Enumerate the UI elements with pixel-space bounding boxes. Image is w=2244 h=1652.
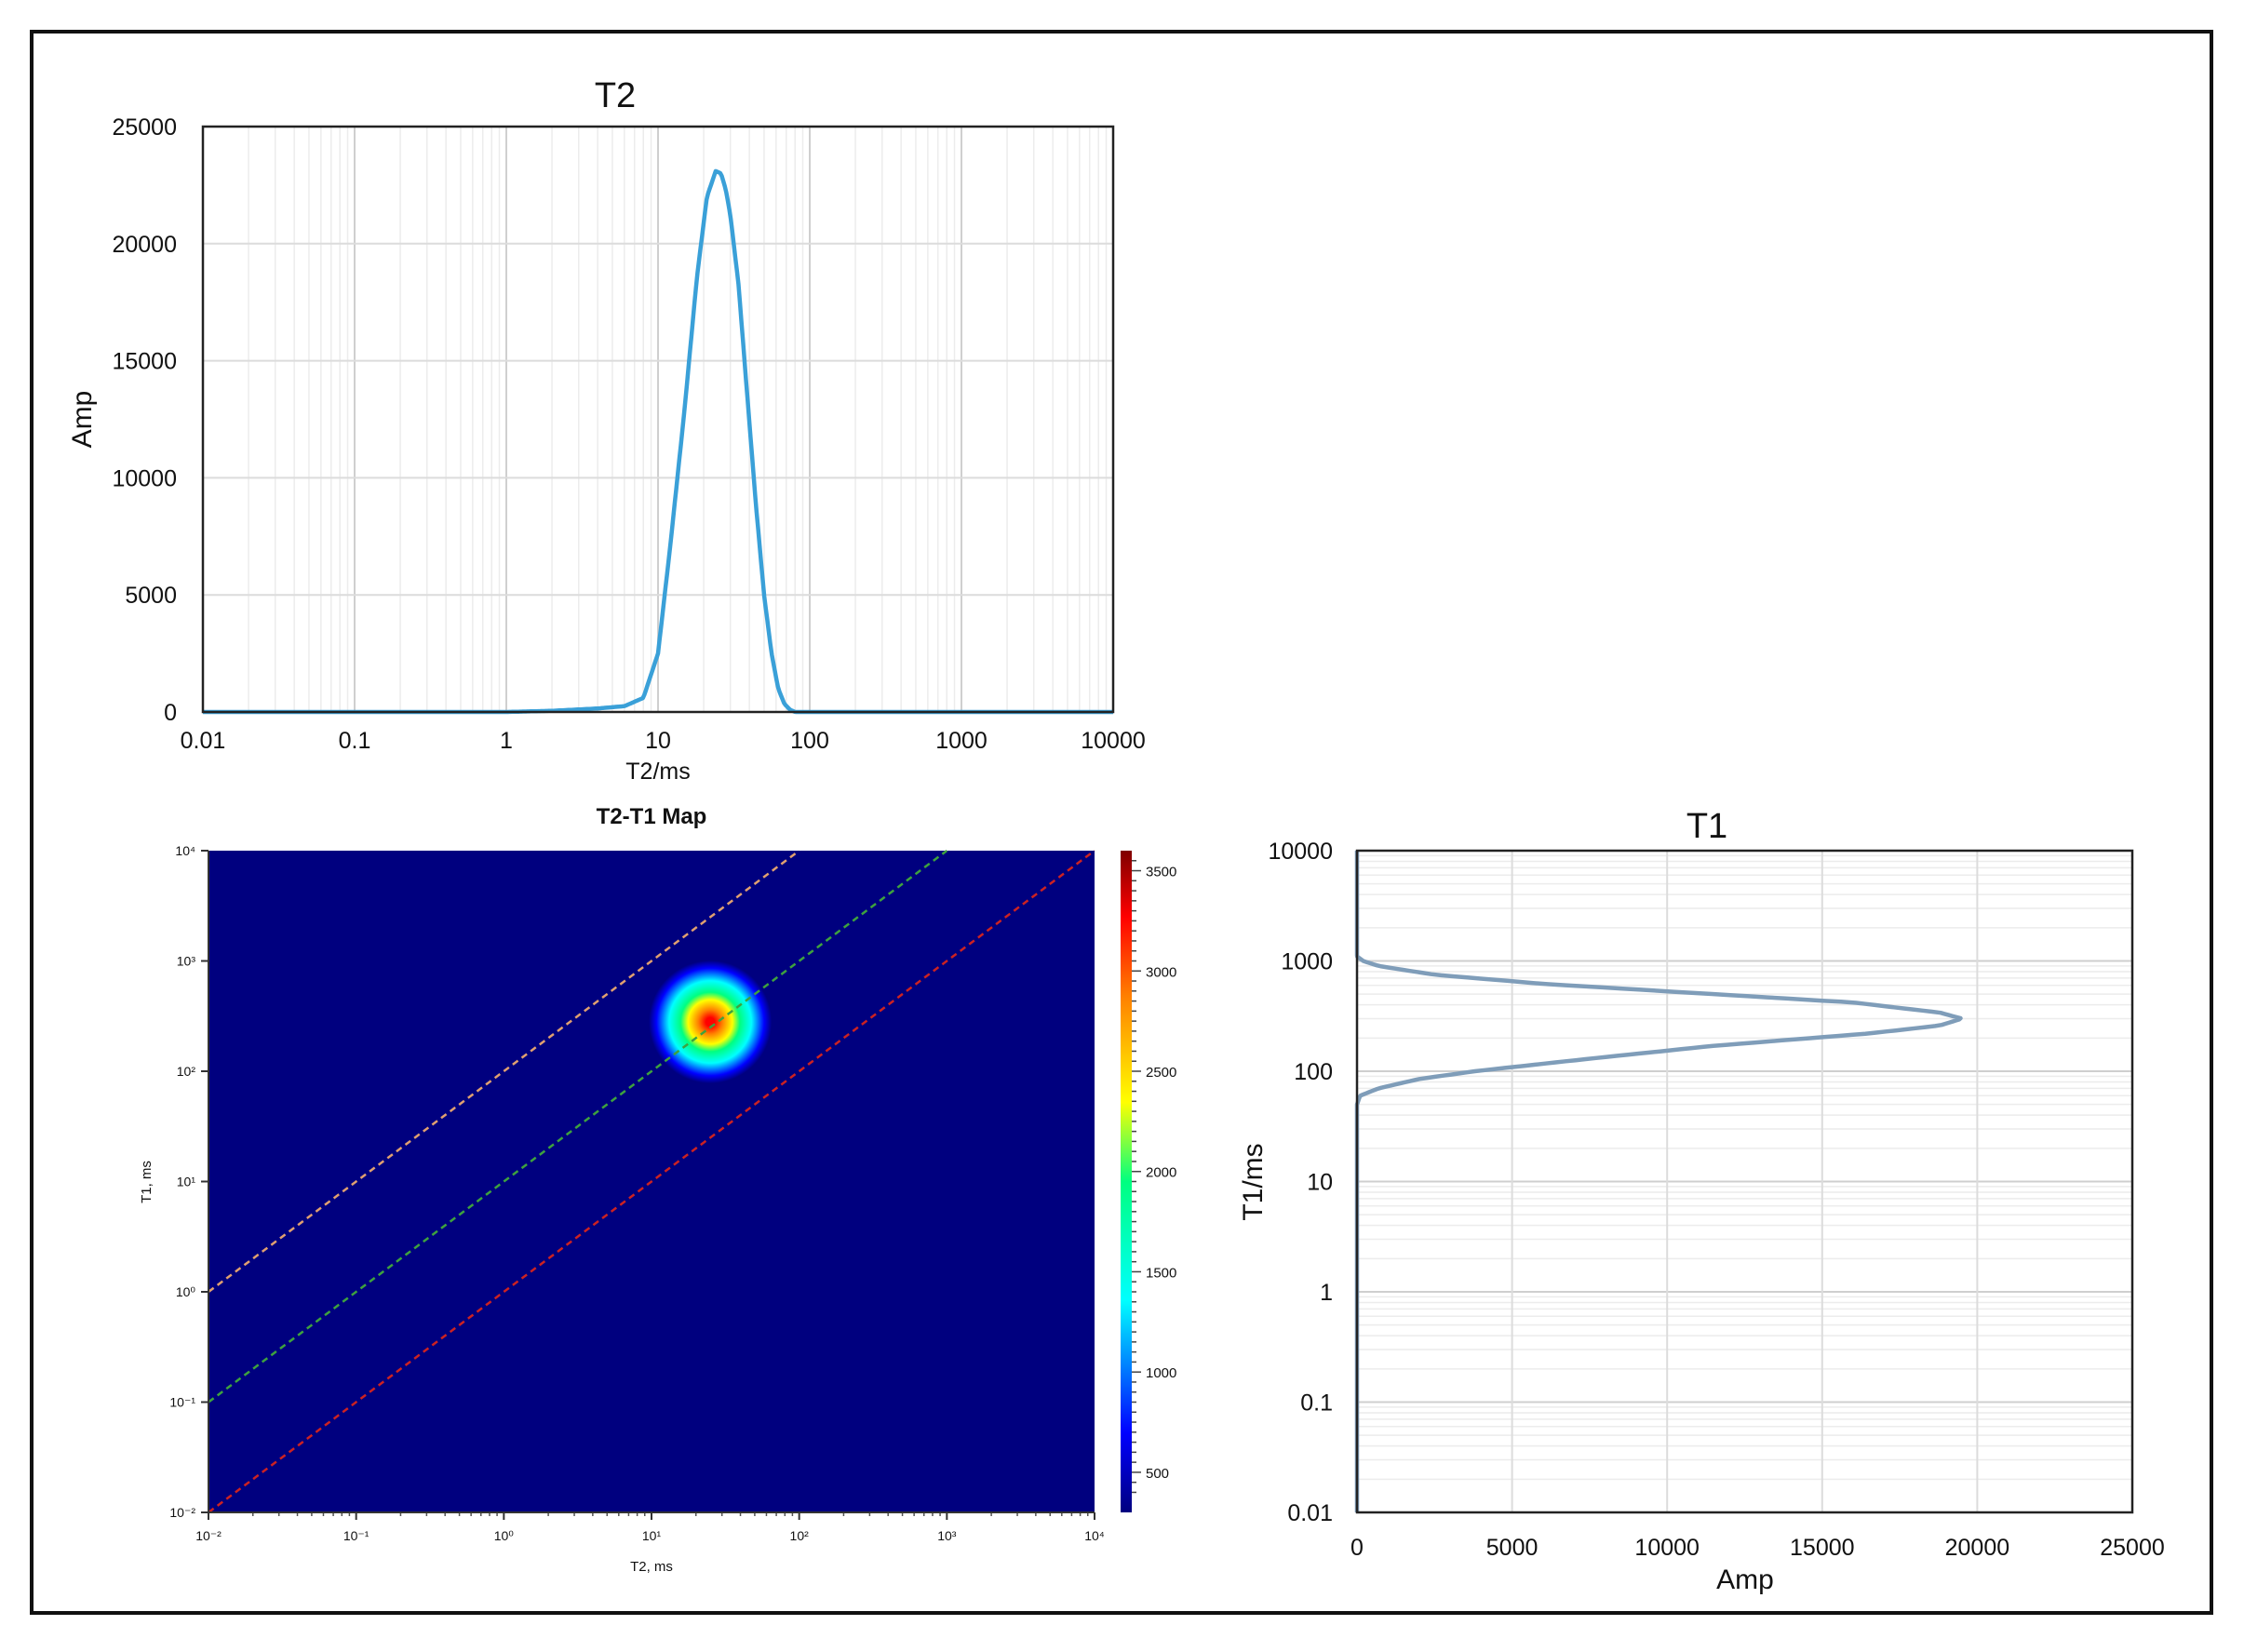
t1-plot-border [1355, 849, 2134, 1514]
colorbar [1121, 851, 1132, 1512]
t1-x-tick-label: 5000 [1486, 1535, 1539, 1561]
map-title: T2-T1 Map [597, 804, 707, 829]
t2-x-tick-label: 0.01 [181, 728, 226, 754]
t2-x-tick-label: 1000 [935, 728, 988, 754]
t1-y-tick-label: 1 [1320, 1280, 1333, 1306]
t2-x-tick-label: 10 [645, 728, 671, 754]
map-y-tick-label: 10³ [177, 954, 196, 969]
t1-chart-title: T1 [1686, 807, 1727, 846]
t2-x-axis-label: T2/ms [625, 759, 690, 785]
t2-y-tick-label: 10000 [112, 465, 177, 491]
map-y-tick-label: 10⁴ [175, 843, 195, 858]
map-y-axis-label: T1, ms [139, 1161, 155, 1203]
colorbar-tick-label: 2500 [1146, 1065, 1176, 1081]
map-x-tick-label: 10⁻¹ [343, 1528, 370, 1543]
map-peak [649, 960, 773, 1084]
t1-x-axis-label: Amp [1716, 1565, 1774, 1595]
colorbar-tick-label: 500 [1146, 1466, 1169, 1482]
figure-frame [30, 30, 2213, 1615]
colorbar-tick-label: 2000 [1146, 1165, 1176, 1181]
t1-x-tick-label: 15000 [1790, 1535, 1855, 1561]
t2-plot-border [201, 125, 1115, 714]
t1-y-tick-label: 10 [1307, 1170, 1333, 1196]
t1-x-tick-label: 20000 [1945, 1535, 2010, 1561]
t1-y-tick-label: 1000 [1281, 949, 1333, 975]
map-x-tick-label: 10¹ [642, 1528, 662, 1543]
colorbar-tick-label: 1000 [1146, 1365, 1176, 1381]
t2-chart-title: T2 [595, 76, 636, 115]
map-y-tick-label: 10¹ [177, 1175, 196, 1189]
map-x-tick-label: 10² [790, 1528, 810, 1543]
map-x-tick-label: 10⁴ [1084, 1528, 1105, 1543]
map-x-tick-label: 10³ [937, 1528, 957, 1543]
t2-x-tick-label: 0.1 [339, 728, 371, 754]
colorbar-tick-label: 3500 [1146, 865, 1176, 880]
map-guide-line [208, 849, 1095, 1514]
t1-x-tick-label: 25000 [2100, 1535, 2165, 1561]
map-y-tick-label: 10⁻² [169, 1505, 195, 1520]
t2-x-tick-label: 10000 [1081, 728, 1146, 754]
t2-y-tick-label: 25000 [112, 114, 177, 141]
colorbar-tick-label: 3000 [1146, 964, 1176, 980]
t2-x-tick-label: 100 [790, 728, 829, 754]
t1-chart: 0 5000 10000 15000 20000 25000 0.01 0.1 1 10 100 10… [1238, 807, 2165, 1595]
t2-y-axis-label: Amp [67, 391, 98, 449]
map-x-tick-label: 10⁰ [494, 1528, 515, 1543]
t2-x-tick-label: 1 [500, 728, 513, 754]
t1-y-tick-label: 10000 [1268, 839, 1333, 865]
t2-chart: 0 5000 10000 15000 20000 25000 0.01 0.1 1 10 100 10… [67, 76, 1146, 785]
t2-t1-map: 10⁻² 10⁻¹ 10⁰ 10¹ 10² 10³ 10⁴ 10⁻² 10⁻¹ 10⁰ 10¹ 10²… [139, 804, 1176, 1575]
map-guide-line [208, 849, 948, 1404]
t2-y-tick-label: 20000 [112, 232, 177, 258]
t1-y-tick-label: 0.1 [1300, 1390, 1333, 1417]
map-peak [352, 1006, 394, 1048]
map-y-tick-label: 10⁰ [176, 1284, 196, 1299]
map-x-axis-label: T2, ms [630, 1559, 673, 1575]
colorbar-tick-label: 1500 [1146, 1265, 1176, 1281]
t1-y-tick-label: 0.01 [1287, 1500, 1333, 1526]
t1-y-axis-label: T1/ms [1238, 1143, 1269, 1220]
map-y-tick-label: 10⁻¹ [169, 1395, 195, 1410]
t1-x-tick-label: 10000 [1634, 1535, 1700, 1561]
t2-y-tick-label: 0 [164, 700, 177, 726]
map-x-tick-label: 10⁻² [195, 1528, 222, 1543]
map-y-tick-label: 10² [177, 1064, 196, 1079]
t1-x-tick-label: 0 [1350, 1535, 1364, 1561]
t1-y-tick-label: 100 [1294, 1059, 1333, 1085]
t2-y-tick-label: 5000 [125, 583, 177, 609]
t2-y-tick-label: 15000 [112, 349, 177, 375]
map-guide-line [208, 849, 800, 1294]
